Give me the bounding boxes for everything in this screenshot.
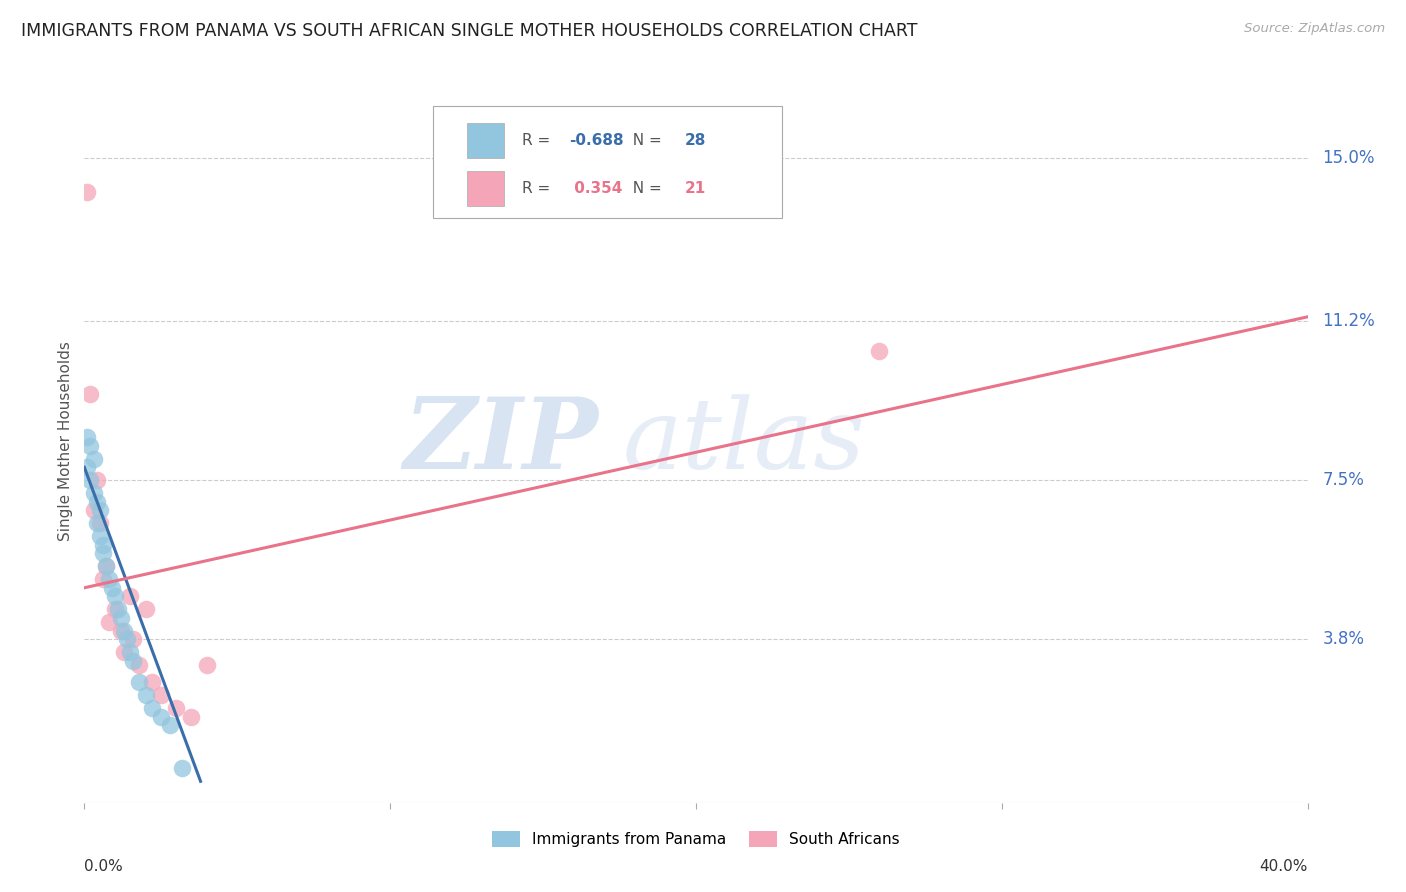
Text: 28: 28 bbox=[685, 133, 706, 148]
Text: R =: R = bbox=[522, 133, 555, 148]
Point bbox=[76, 185, 98, 199]
Point bbox=[107, 602, 129, 616]
Point bbox=[83, 503, 105, 517]
Point bbox=[83, 486, 105, 500]
Point bbox=[79, 473, 101, 487]
Point bbox=[86, 473, 108, 487]
Point bbox=[135, 602, 157, 616]
Point bbox=[120, 645, 142, 659]
Point bbox=[159, 718, 181, 732]
Point bbox=[91, 572, 114, 586]
Point bbox=[141, 701, 163, 715]
Text: -0.688: -0.688 bbox=[569, 133, 623, 148]
Point bbox=[89, 503, 111, 517]
Text: 0.0%: 0.0% bbox=[84, 859, 124, 873]
Text: IMMIGRANTS FROM PANAMA VS SOUTH AFRICAN SINGLE MOTHER HOUSEHOLDS CORRELATION CHA: IMMIGRANTS FROM PANAMA VS SOUTH AFRICAN … bbox=[21, 22, 918, 40]
Text: R =: R = bbox=[522, 181, 555, 196]
Point bbox=[76, 430, 98, 444]
Point bbox=[112, 645, 135, 659]
Point bbox=[165, 701, 187, 715]
Point bbox=[128, 658, 150, 673]
Point bbox=[89, 529, 111, 543]
FancyBboxPatch shape bbox=[433, 105, 782, 218]
FancyBboxPatch shape bbox=[467, 171, 503, 206]
Text: 40.0%: 40.0% bbox=[1260, 859, 1308, 873]
FancyBboxPatch shape bbox=[467, 123, 503, 158]
Text: N =: N = bbox=[623, 181, 666, 196]
Point bbox=[120, 590, 142, 604]
Point bbox=[91, 538, 114, 552]
Point bbox=[135, 688, 157, 702]
Point bbox=[79, 387, 101, 401]
Text: ZIP: ZIP bbox=[404, 393, 598, 490]
Text: 15.0%: 15.0% bbox=[1322, 149, 1375, 167]
Point bbox=[94, 559, 117, 574]
Point bbox=[104, 590, 127, 604]
Text: 11.2%: 11.2% bbox=[1322, 312, 1375, 330]
Point bbox=[83, 451, 105, 466]
Point bbox=[195, 658, 218, 673]
Point bbox=[128, 675, 150, 690]
Point bbox=[79, 439, 101, 453]
Point bbox=[149, 710, 172, 724]
Point bbox=[97, 572, 120, 586]
Text: 3.8%: 3.8% bbox=[1322, 631, 1364, 648]
Point bbox=[180, 710, 202, 724]
Point bbox=[94, 559, 117, 574]
Point bbox=[141, 675, 163, 690]
Point bbox=[89, 516, 111, 531]
Point bbox=[122, 632, 145, 647]
Text: atlas: atlas bbox=[623, 394, 865, 489]
Y-axis label: Single Mother Households: Single Mother Households bbox=[58, 342, 73, 541]
Point bbox=[97, 615, 120, 630]
Point bbox=[110, 624, 132, 638]
Point bbox=[86, 516, 108, 531]
Point bbox=[104, 602, 127, 616]
Point bbox=[122, 654, 145, 668]
Legend: Immigrants from Panama, South Africans: Immigrants from Panama, South Africans bbox=[486, 825, 905, 853]
Point bbox=[869, 344, 891, 359]
Point bbox=[172, 761, 194, 775]
Text: Source: ZipAtlas.com: Source: ZipAtlas.com bbox=[1244, 22, 1385, 36]
Point bbox=[115, 632, 138, 647]
Text: 7.5%: 7.5% bbox=[1322, 471, 1364, 489]
Point bbox=[91, 546, 114, 560]
Point bbox=[110, 611, 132, 625]
Point bbox=[149, 688, 172, 702]
Point bbox=[76, 460, 98, 475]
Text: N =: N = bbox=[623, 133, 666, 148]
Point bbox=[101, 581, 124, 595]
Point bbox=[86, 494, 108, 508]
Text: 21: 21 bbox=[685, 181, 706, 196]
Text: 0.354: 0.354 bbox=[569, 181, 621, 196]
Point bbox=[112, 624, 135, 638]
